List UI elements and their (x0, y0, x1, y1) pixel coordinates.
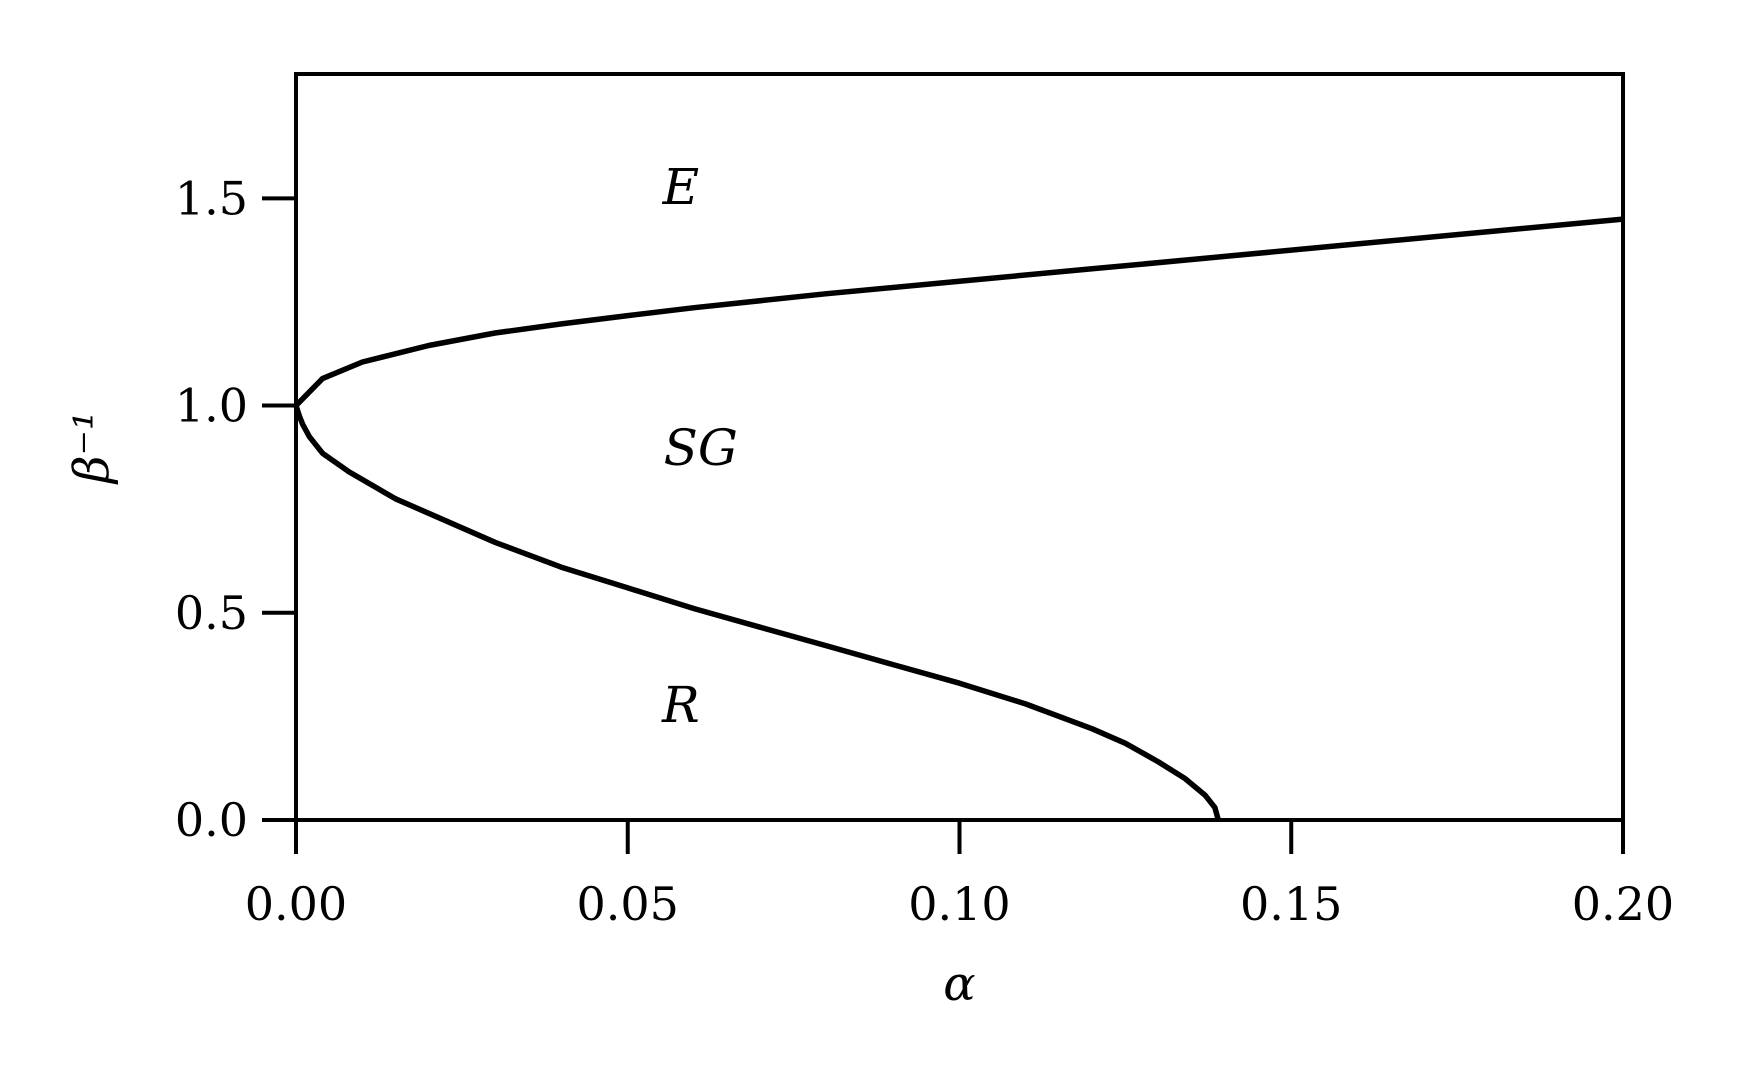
x-tick-label: 0.05 (577, 877, 679, 931)
y-tick-label: 0.5 (175, 586, 248, 640)
boundary-curves (293, 216, 1624, 821)
region-label-e: E (662, 158, 700, 216)
x-axis-ticks: 0.00 0.05 0.10 0.15 0.20 (245, 820, 1674, 931)
y-tick-label: 0.0 (175, 793, 248, 847)
x-tick-label: 0.15 (1240, 877, 1342, 931)
y-axis-label: β⁻¹ (64, 411, 120, 485)
plot-frame (294, 72, 1625, 822)
y-tick-label: 1.5 (175, 171, 248, 225)
x-tick-label: 0.20 (1572, 877, 1674, 931)
region-labels: E SG R (661, 158, 738, 734)
lower-boundary-line (293, 404, 1221, 821)
x-tick-label: 0.10 (908, 877, 1010, 931)
x-axis-label: α (943, 956, 975, 1012)
x-tick-label: 0.00 (245, 877, 347, 931)
region-label-sg: SG (664, 419, 738, 477)
y-tick-label: 1.0 (175, 379, 248, 433)
region-label-r: R (661, 676, 700, 734)
upper-boundary-line (294, 216, 1624, 408)
y-axis-ticks: 0.0 0.5 1.0 1.5 (175, 171, 296, 847)
